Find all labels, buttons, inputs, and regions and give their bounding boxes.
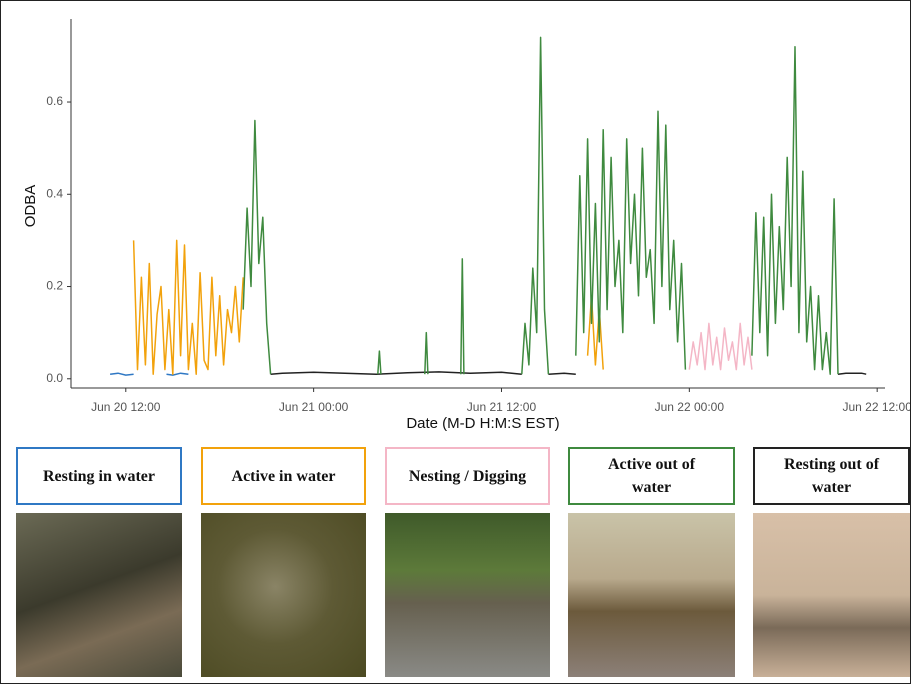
photo xyxy=(201,513,366,677)
y-axis-title: ODBA xyxy=(22,185,39,228)
series-line xyxy=(110,373,188,375)
legend-item: Resting in water xyxy=(16,447,182,505)
x-tick-label: Jun 22 00:00 xyxy=(655,400,725,414)
x-tick-label: Jun 21 00:00 xyxy=(279,400,349,414)
series-line xyxy=(689,323,752,369)
figure: ODBA Date (M-D H:M:S EST) 0.0 0.2 0.4 0.6 Ju… xyxy=(0,0,911,684)
photo xyxy=(16,513,182,677)
legend-item: Resting out of water xyxy=(753,447,910,505)
photo xyxy=(385,513,550,677)
legend-label: Nesting / Digging xyxy=(409,465,526,488)
series-line xyxy=(271,372,867,374)
y-tick-label: 0.6 xyxy=(46,94,63,108)
legend-label: Active in water xyxy=(232,465,336,488)
series-line xyxy=(243,37,838,374)
y-tick-label: 0.4 xyxy=(46,186,63,200)
legend-item: Nesting / Digging xyxy=(385,447,550,505)
legend-item: Active out of water xyxy=(568,447,735,505)
y-tick-label: 0.0 xyxy=(46,371,63,385)
chart: ODBA Date (M-D H:M:S EST) 0.0 0.2 0.4 0.6 Ju… xyxy=(1,1,910,441)
x-axis-title: Date (M-D H:M:S EST) xyxy=(406,415,559,432)
x-tick-label: Jun 21 12:00 xyxy=(467,400,537,414)
legend-label: Resting in water xyxy=(43,465,155,488)
legend-item: Active in water xyxy=(201,447,366,505)
photo xyxy=(568,513,735,677)
x-tick-label: Jun 20 12:00 xyxy=(91,400,161,414)
y-tick-label: 0.2 xyxy=(46,279,63,293)
x-tick-label: Jun 22 12:00 xyxy=(842,400,910,414)
legend-label: Resting out of water xyxy=(771,453,893,499)
photo xyxy=(753,513,910,677)
legend-label: Active out of water xyxy=(591,453,713,499)
series-line xyxy=(134,240,604,374)
